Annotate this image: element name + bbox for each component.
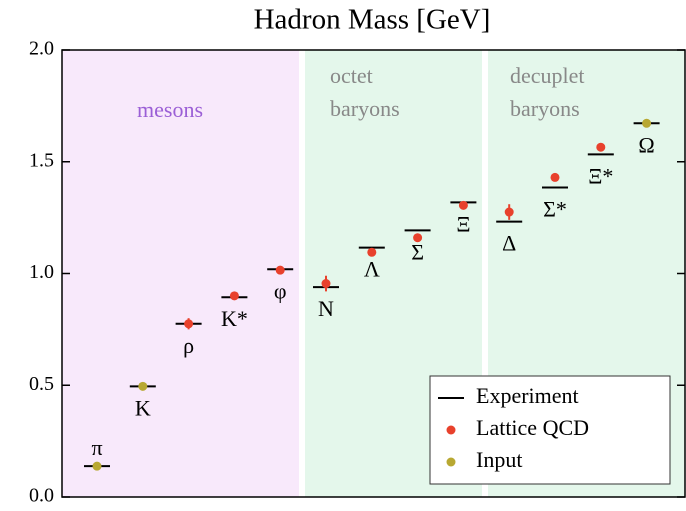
region-label: baryons bbox=[330, 96, 400, 121]
y-tick-label: 1.0 bbox=[29, 261, 54, 283]
region-label: mesons bbox=[137, 97, 203, 122]
lattice-point bbox=[367, 247, 377, 257]
legend-label: Lattice QCD bbox=[476, 415, 589, 440]
hadron-label: φ bbox=[274, 278, 287, 303]
y-tick-label: 2.0 bbox=[29, 38, 54, 60]
hadron-label: K* bbox=[221, 306, 248, 331]
hadron-label: Σ bbox=[411, 239, 424, 264]
region-label: octet bbox=[330, 63, 373, 88]
lattice-point bbox=[458, 200, 468, 210]
region-label: baryons bbox=[510, 96, 580, 121]
y-tick-label: 0.0 bbox=[29, 485, 54, 507]
lattice-point bbox=[184, 319, 194, 329]
lattice-point bbox=[275, 265, 285, 275]
hadron-label: Ξ bbox=[456, 211, 470, 236]
y-tick-label: 1.5 bbox=[29, 149, 54, 171]
lattice-point bbox=[504, 207, 514, 217]
hadron-label: Δ bbox=[502, 231, 516, 256]
lattice-point bbox=[413, 233, 423, 243]
hadron-label: Σ* bbox=[543, 196, 567, 221]
hadron-label: π bbox=[91, 435, 102, 460]
hadron-label: Λ bbox=[364, 257, 380, 282]
lattice-point bbox=[321, 279, 331, 289]
legend-dot bbox=[446, 457, 456, 467]
lattice-point bbox=[229, 291, 239, 301]
hadron-label: Ξ* bbox=[588, 163, 613, 188]
chart-title: Hadron Mass [GeV] bbox=[254, 4, 491, 36]
legend-box bbox=[429, 375, 671, 485]
hadron-label: Ω bbox=[638, 132, 654, 157]
legend-label: Experiment bbox=[476, 383, 579, 408]
input-point bbox=[642, 118, 652, 128]
hadron-label: ρ bbox=[183, 333, 194, 358]
lattice-point bbox=[596, 142, 606, 152]
lattice-point bbox=[550, 172, 560, 182]
input-point bbox=[138, 381, 148, 391]
legend-dot bbox=[446, 425, 456, 435]
region-label: decuplet bbox=[510, 63, 585, 88]
region bbox=[62, 50, 299, 497]
input-point bbox=[92, 461, 102, 471]
hadron-label: K bbox=[135, 395, 151, 420]
legend-label: Input bbox=[476, 447, 522, 472]
hadron-label: N bbox=[318, 296, 334, 321]
y-tick-label: 0.5 bbox=[29, 373, 54, 395]
